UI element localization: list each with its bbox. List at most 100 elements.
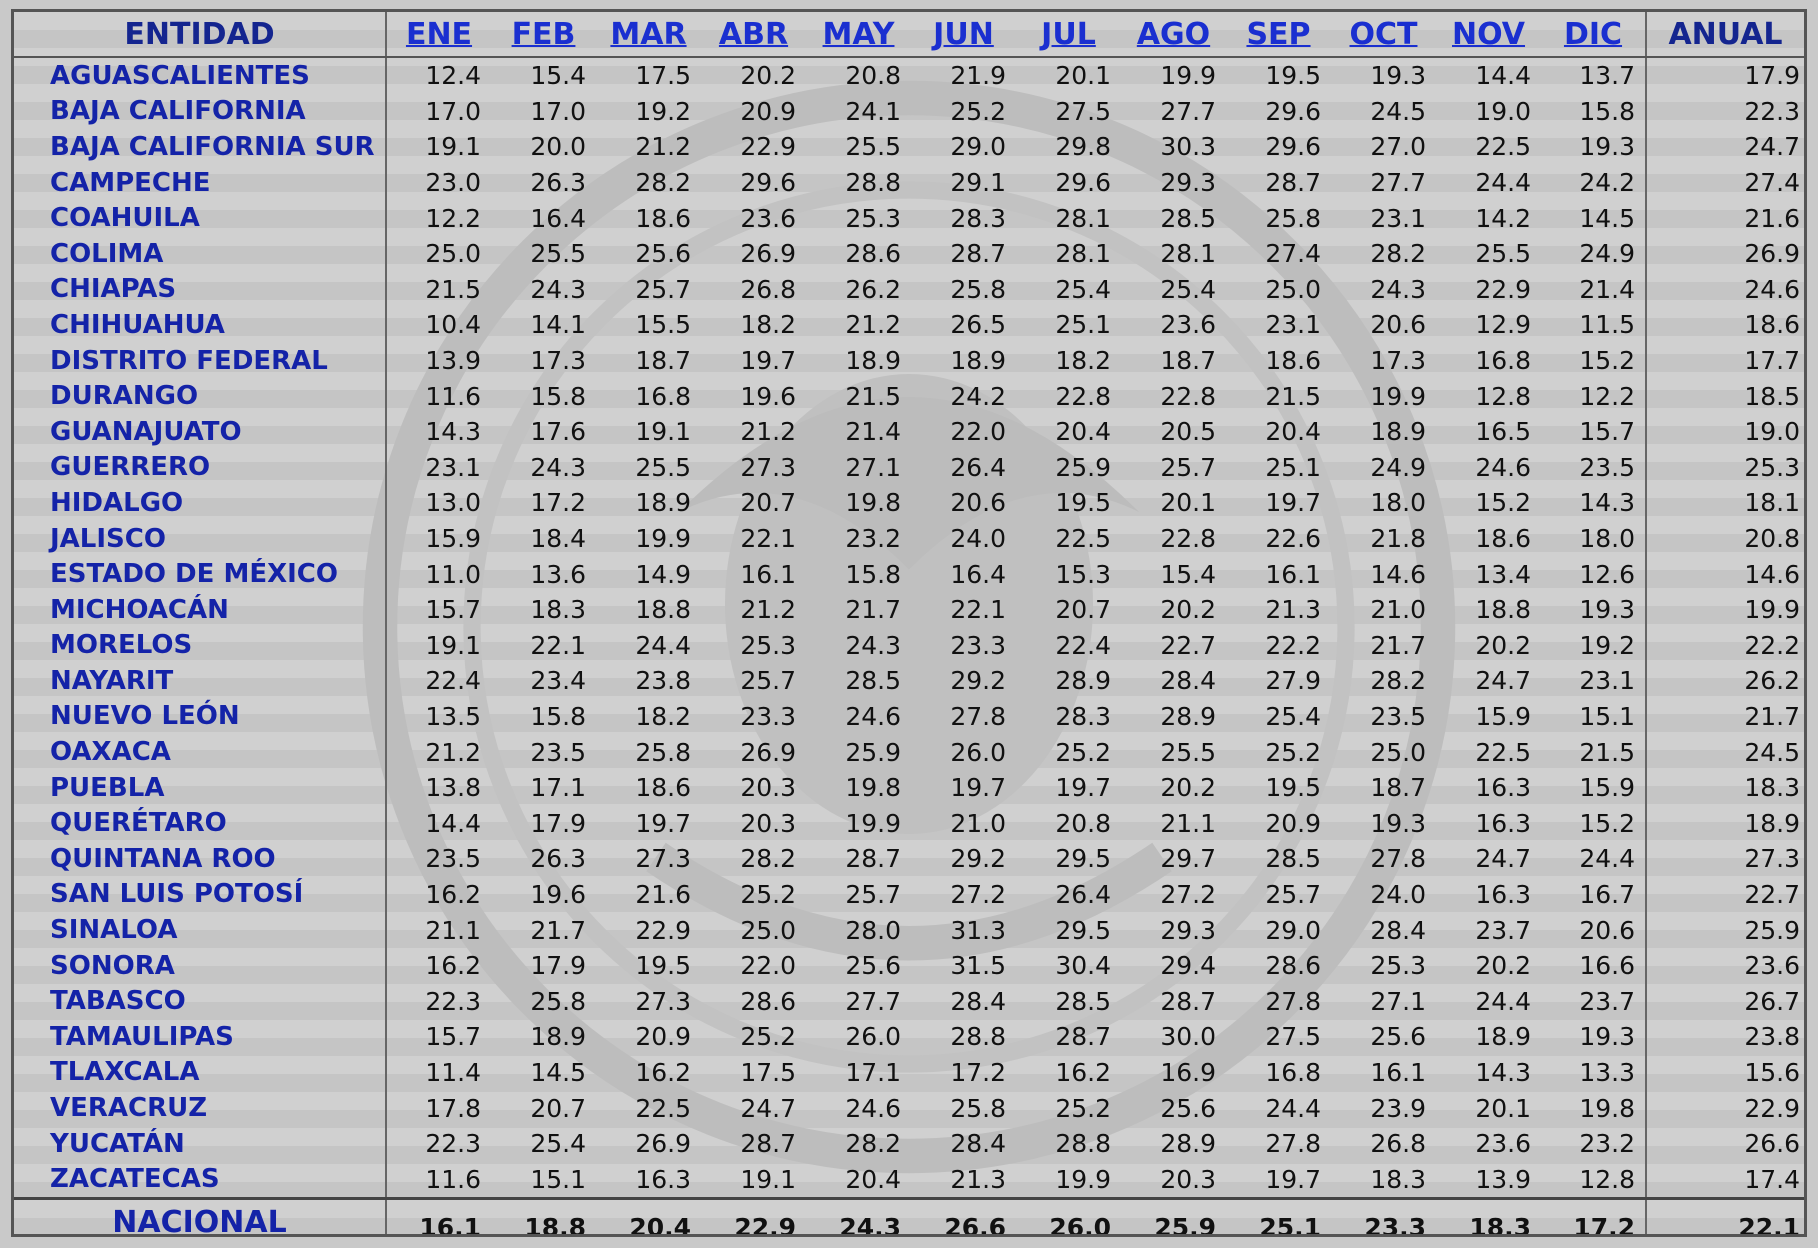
annual-value: 27.4: [1645, 164, 1804, 201]
month-value: 12.9: [1475, 310, 1531, 340]
header-entity: ENTIDAD: [14, 12, 387, 58]
month-value: 27.0: [1370, 132, 1426, 162]
month-value: 25.8: [950, 274, 1006, 304]
total-month-value: 25.9: [1121, 1197, 1226, 1234]
annual-value: 18.5: [1645, 378, 1804, 414]
month-value: 29.8: [1055, 132, 1111, 162]
month-value: 20.4: [1055, 417, 1111, 447]
month-value: 26.4: [950, 452, 1006, 482]
month-value: 19.0: [1475, 96, 1531, 126]
month-link-ago[interactable]: AGO: [1136, 16, 1211, 52]
month-value: 12.4: [425, 61, 481, 91]
month-value: 26.5: [950, 310, 1006, 340]
month-link-dic[interactable]: DIC: [1563, 16, 1623, 52]
month-value: 21.9: [950, 61, 1006, 91]
month-value: 19.5: [635, 951, 691, 981]
month-value: 17.0: [425, 96, 481, 126]
month-value: 25.0: [425, 239, 481, 269]
month-value: 22.9: [635, 915, 691, 945]
month-value: 24.9: [1370, 452, 1426, 482]
month-value: 25.7: [740, 666, 796, 696]
month-value: 20.1: [1160, 488, 1216, 518]
month-value: 23.3: [950, 630, 1006, 660]
table-row: TLAXCALA 11.4 14.5 16.2 17.5 17.1 17.2 16.2 16.9…: [14, 1054, 1804, 1091]
total-month-value: 18.3: [1436, 1197, 1541, 1234]
month-value: 18.9: [950, 346, 1006, 376]
month-value: 17.6: [530, 417, 586, 447]
table-row: COLIMA 25.0 25.5 25.6 26.9 28.6 28.7 28.1 28.1 27…: [14, 235, 1804, 272]
month-value: 24.3: [1370, 274, 1426, 304]
month-value: 23.3: [740, 701, 796, 731]
month-value: 13.9: [1475, 1164, 1531, 1194]
table-row: GUANAJUATO 14.3 17.6 19.1 21.2 21.4 22.0 20.4 20…: [14, 413, 1804, 450]
month-value: 22.4: [1055, 630, 1111, 660]
month-value: 25.3: [740, 630, 796, 660]
header-month-nov: NOV: [1436, 12, 1541, 58]
month-link-ene[interactable]: ENE: [405, 16, 473, 52]
month-value: 25.2: [740, 879, 796, 909]
month-value: 28.2: [1370, 239, 1426, 269]
header-month-abr: ABR: [701, 12, 806, 58]
month-value: 27.2: [950, 879, 1006, 909]
month-value: 19.3: [1370, 808, 1426, 838]
month-value: 19.9: [1160, 61, 1216, 91]
month-value: 28.3: [1055, 701, 1111, 731]
month-value: 27.7: [845, 986, 901, 1016]
annual-value: 17.4: [1645, 1161, 1804, 1199]
month-value: 19.7: [1265, 1164, 1321, 1194]
month-link-abr[interactable]: ABR: [718, 16, 789, 52]
month-value: 29.6: [1055, 168, 1111, 198]
month-value: 24.0: [950, 524, 1006, 554]
month-value: 18.6: [1475, 524, 1531, 554]
month-value: 17.3: [1370, 346, 1426, 376]
month-value: 25.5: [1160, 737, 1216, 767]
month-value: 23.8: [635, 666, 691, 696]
month-value: 31.3: [950, 915, 1006, 945]
month-value: 28.2: [740, 844, 796, 874]
month-value: 19.3: [1370, 61, 1426, 91]
month-value: 23.7: [1475, 915, 1531, 945]
month-value: 16.8: [1265, 1057, 1321, 1087]
annual-value: 24.6: [1645, 271, 1804, 308]
month-value: 13.5: [425, 701, 481, 731]
table-row: TAMAULIPAS 15.7 18.9 20.9 25.2 26.0 28.8 28.7 30…: [14, 1019, 1804, 1055]
month-value: 23.1: [425, 452, 481, 482]
month-value: 19.9: [845, 808, 901, 838]
month-link-feb[interactable]: FEB: [511, 16, 576, 52]
month-value: 28.6: [845, 239, 901, 269]
month-value: 24.2: [1579, 168, 1635, 198]
month-value: 28.3: [950, 203, 1006, 233]
month-value: 28.6: [1265, 951, 1321, 981]
total-month-value: 25.1: [1226, 1197, 1331, 1234]
month-value: 19.7: [635, 808, 691, 838]
month-value: 18.8: [1475, 595, 1531, 625]
month-value: 29.6: [1265, 96, 1321, 126]
month-link-jul[interactable]: JUL: [1041, 16, 1096, 52]
month-value: 26.9: [740, 737, 796, 767]
month-value: 26.0: [845, 1022, 901, 1052]
month-value: 29.3: [1160, 168, 1216, 198]
month-value: 16.3: [1475, 879, 1531, 909]
month-value: 27.4: [1265, 239, 1321, 269]
month-link-jun[interactable]: JUN: [933, 16, 994, 52]
entity-name: JALISCO: [14, 520, 387, 557]
month-value: 22.8: [1055, 381, 1111, 411]
month-value: 25.4: [1160, 274, 1216, 304]
month-link-sep[interactable]: SEP: [1246, 16, 1311, 52]
annual-value: 25.9: [1645, 912, 1804, 948]
month-value: 18.8: [635, 595, 691, 625]
month-link-nov[interactable]: NOV: [1451, 16, 1526, 52]
table-row: QUINTANA ROO 23.5 26.3 27.3 28.2 28.7 29.2 29.5…: [14, 841, 1804, 877]
month-value: 25.3: [1370, 951, 1426, 981]
entity-name: SAN LUIS POTOSÍ: [14, 876, 387, 913]
month-value: 19.9: [1055, 1164, 1111, 1194]
month-value: 26.4: [1055, 879, 1111, 909]
month-value: 27.1: [845, 452, 901, 482]
month-value: 15.3: [1055, 559, 1111, 589]
month-value: 27.8: [1265, 1129, 1321, 1159]
entity-name: DISTRITO FEDERAL: [14, 342, 387, 379]
month-link-oct[interactable]: OCT: [1349, 16, 1418, 52]
month-value: 23.4: [530, 666, 586, 696]
month-link-may[interactable]: MAY: [822, 16, 895, 52]
month-link-mar[interactable]: MAR: [610, 16, 687, 52]
